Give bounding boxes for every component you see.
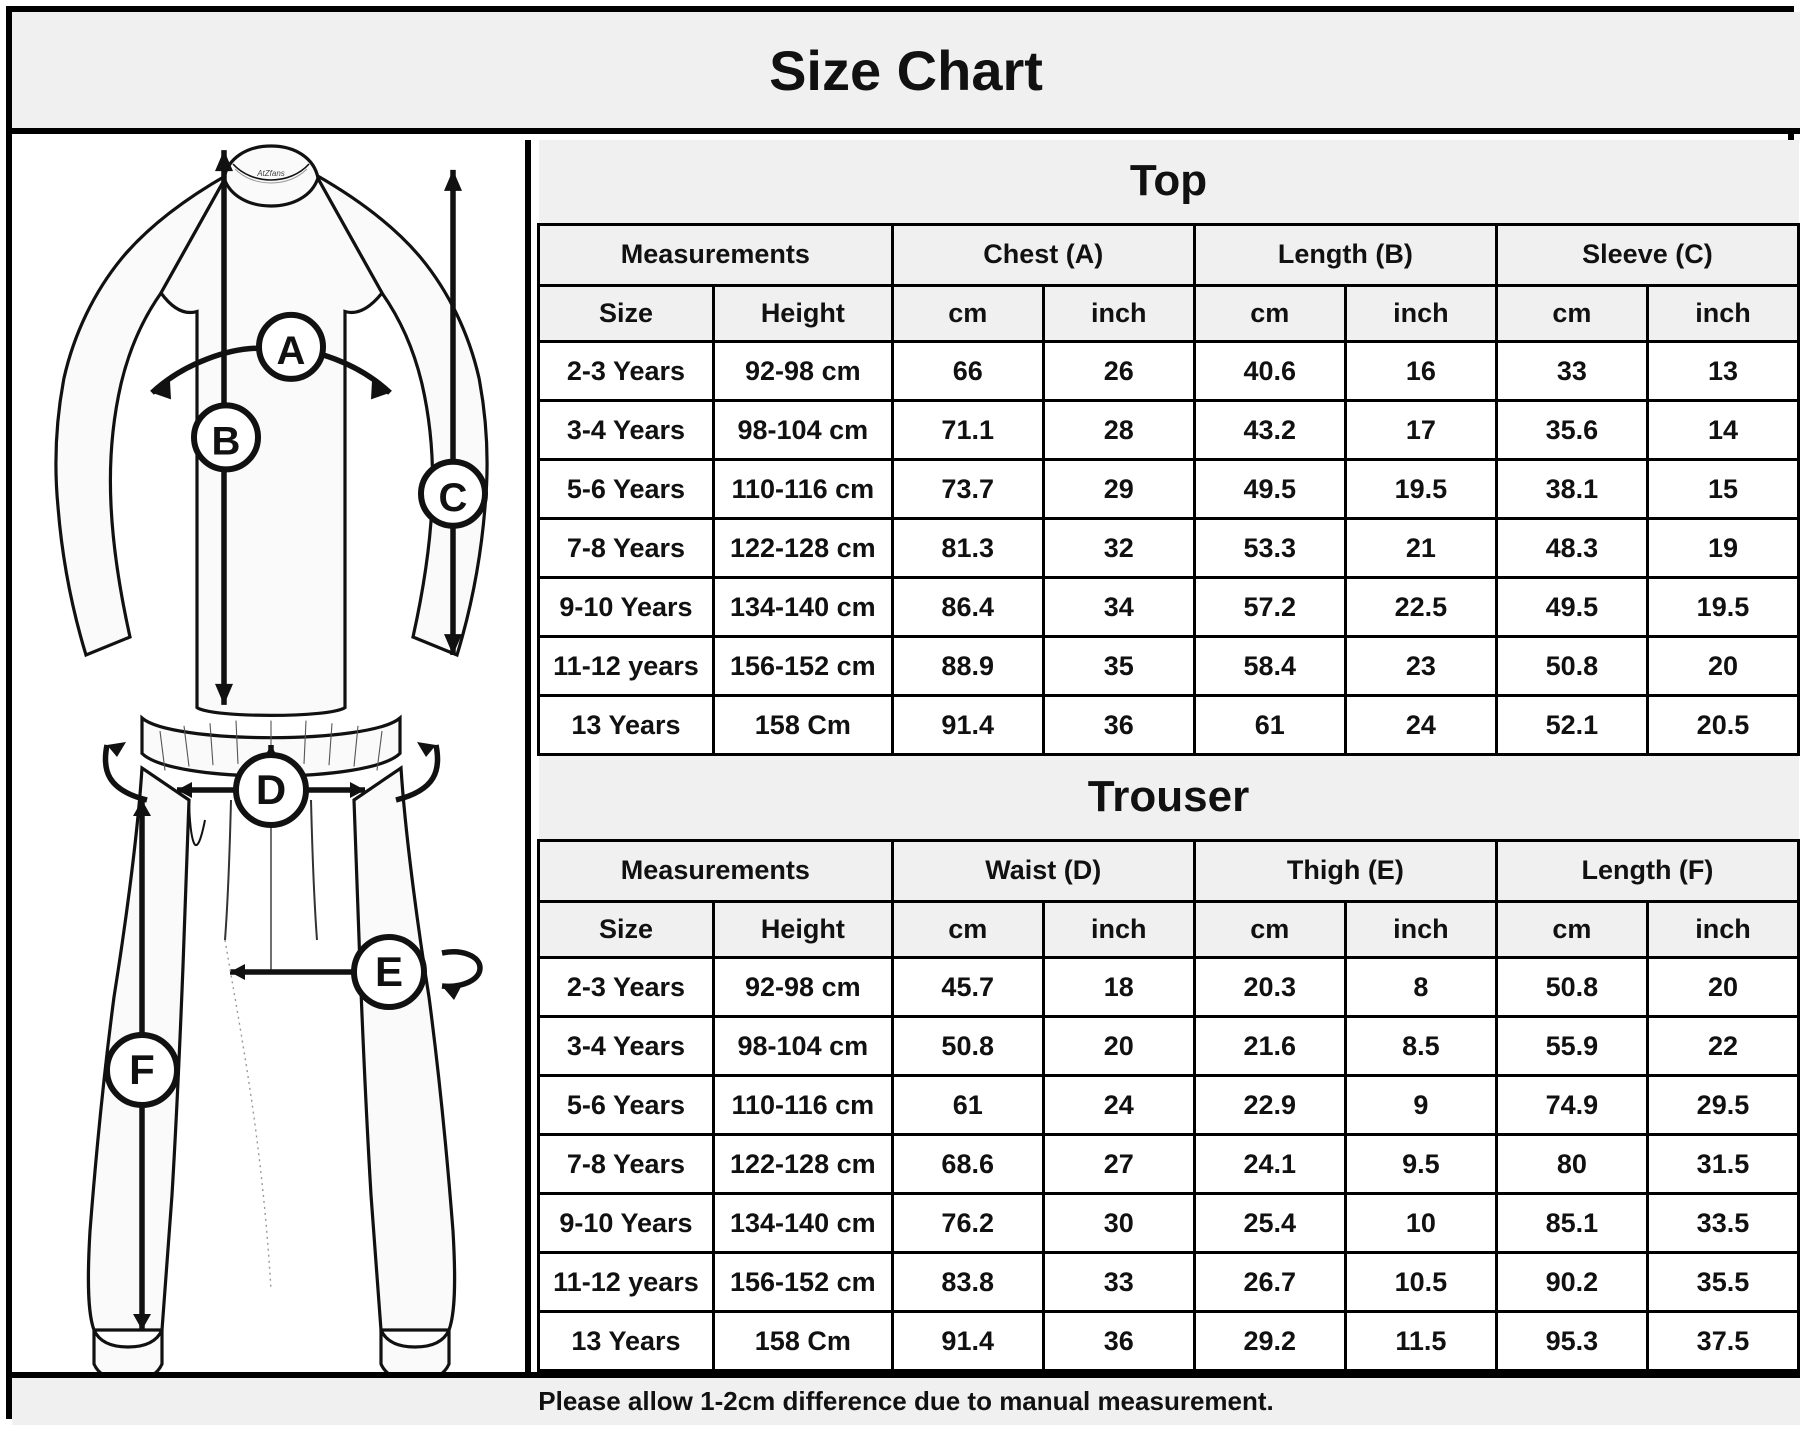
- svg-text:D: D: [256, 766, 286, 813]
- svg-text:E: E: [375, 948, 403, 995]
- svg-text:C: C: [439, 476, 468, 520]
- svg-text:A: A: [277, 329, 306, 373]
- svg-text:B: B: [212, 419, 241, 463]
- svg-text:AtZfans: AtZfans: [256, 169, 285, 178]
- svg-text:F: F: [129, 1046, 155, 1093]
